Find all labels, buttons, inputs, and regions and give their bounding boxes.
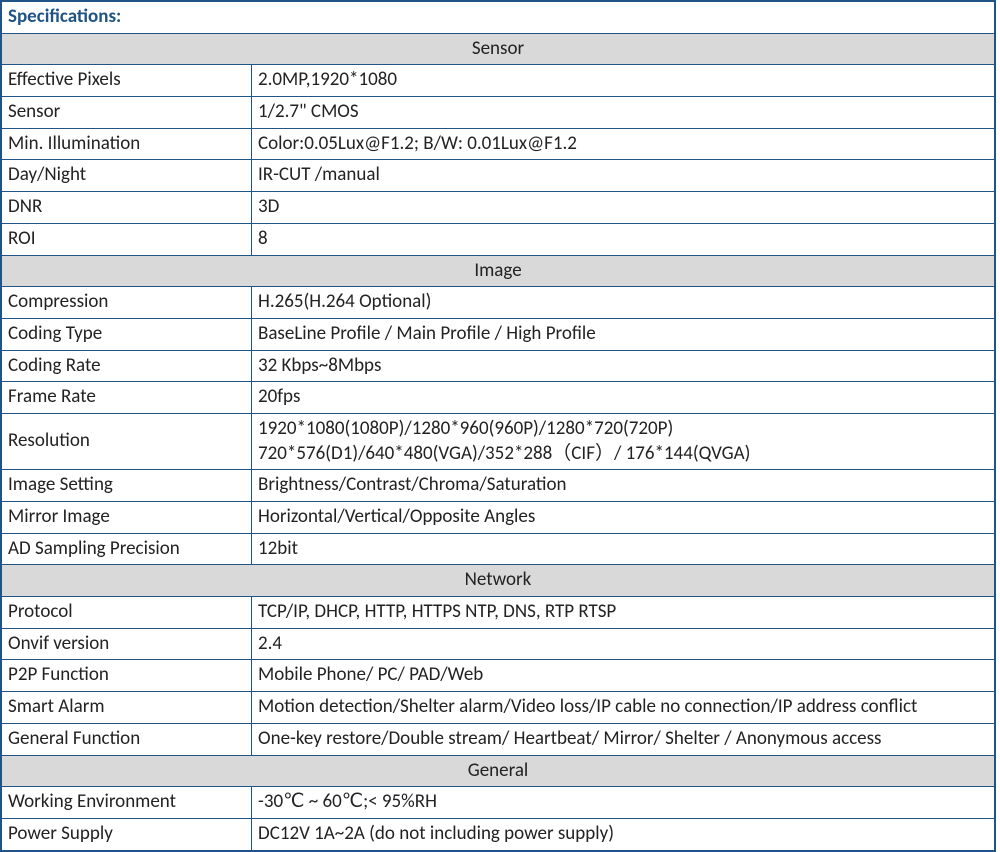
spec-label: Compression	[2, 287, 252, 319]
spec-value: -30℃ ~ 60℃;< 95%RH	[252, 787, 995, 819]
spec-value: 8	[252, 223, 995, 255]
spec-row: Coding TypeBaseLine Profile / Main Profi…	[2, 318, 995, 350]
spec-value: 2.0MP,1920*1080	[252, 65, 995, 97]
spec-row: Power SupplyDC12V 1A~2A (do not includin…	[2, 818, 995, 850]
spec-label: Working Environment	[2, 787, 252, 819]
spec-label: P2P Function	[2, 660, 252, 692]
spec-row: Image SettingBrightness/Contrast/Chroma/…	[2, 470, 995, 502]
section-header-row: Network	[2, 565, 995, 597]
spec-row: Smart AlarmMotion detection/Shelter alar…	[2, 692, 995, 724]
spec-value: One-key restore/Double stream/ Heartbeat…	[252, 723, 995, 755]
spec-label: Coding Rate	[2, 350, 252, 382]
spec-row: Day/NightIR-CUT /manual	[2, 160, 995, 192]
table-title-row: Specifications:	[2, 2, 995, 34]
spec-value: 1920*1080(1080P)/1280*960(960P)/1280*720…	[252, 413, 995, 469]
section-header: Network	[2, 565, 995, 597]
spec-value: DC12V 1A~2A (do not including power supp…	[252, 818, 995, 850]
spec-row: Working Environment-30℃ ~ 60℃;< 95%RH	[2, 787, 995, 819]
spec-label: AD Sampling Precision	[2, 533, 252, 565]
spec-label: Image Setting	[2, 470, 252, 502]
section-header: Image	[2, 255, 995, 287]
spec-value: Color:0.05Lux@F1.2; B/W: 0.01Lux@F1.2	[252, 128, 995, 160]
section-header: General	[2, 755, 995, 787]
spec-row: Min. IlluminationColor:0.05Lux@F1.2; B/W…	[2, 128, 995, 160]
spec-value: Motion detection/Shelter alarm/Video los…	[252, 692, 995, 724]
section-header-row: General	[2, 755, 995, 787]
spec-value: H.265(H.264 Optional)	[252, 287, 995, 319]
spec-row: General FunctionOne-key restore/Double s…	[2, 723, 995, 755]
spec-value: 32 Kbps~8Mbps	[252, 350, 995, 382]
spec-value: 3D	[252, 192, 995, 224]
spec-row: Sensor1/2.7" CMOS	[2, 97, 995, 129]
spec-row: Mirror ImageHorizontal/Vertical/Opposite…	[2, 502, 995, 534]
table-title: Specifications:	[2, 2, 995, 34]
spec-value: IR-CUT /manual	[252, 160, 995, 192]
spec-value: 1/2.7" CMOS	[252, 97, 995, 129]
spec-row: CompressionH.265(H.264 Optional)	[2, 287, 995, 319]
spec-row: P2P FunctionMobile Phone/ PC/ PAD/Web	[2, 660, 995, 692]
spec-table: Specifications:SensorEffective Pixels2.0…	[1, 1, 995, 851]
spec-label: ROI	[2, 223, 252, 255]
spec-label: Min. Illumination	[2, 128, 252, 160]
spec-value: BaseLine Profile / Main Profile / High P…	[252, 318, 995, 350]
spec-row: Resolution1920*1080(1080P)/1280*960(960P…	[2, 413, 995, 469]
spec-row: Frame Rate20fps	[2, 382, 995, 414]
spec-value: TCP/IP, DHCP, HTTP, HTTPS NTP, DNS, RTP …	[252, 597, 995, 629]
section-header: Sensor	[2, 33, 995, 65]
spec-value: 2.4	[252, 628, 995, 660]
spec-label: Coding Type	[2, 318, 252, 350]
spec-label: Onvif version	[2, 628, 252, 660]
spec-value: 12bit	[252, 533, 995, 565]
spec-row: ProtocolTCP/IP, DHCP, HTTP, HTTPS NTP, D…	[2, 597, 995, 629]
spec-label: General Function	[2, 723, 252, 755]
spec-label: Mirror Image	[2, 502, 252, 534]
section-header-row: Image	[2, 255, 995, 287]
spec-row: DNR3D	[2, 192, 995, 224]
spec-label: Sensor	[2, 97, 252, 129]
spec-label: Day/Night	[2, 160, 252, 192]
spec-value: Mobile Phone/ PC/ PAD/Web	[252, 660, 995, 692]
spec-label: Effective Pixels	[2, 65, 252, 97]
spec-row: Onvif version2.4	[2, 628, 995, 660]
spec-value: Horizontal/Vertical/Opposite Angles	[252, 502, 995, 534]
spec-table-container: Specifications:SensorEffective Pixels2.0…	[0, 0, 996, 852]
spec-row: Coding Rate32 Kbps~8Mbps	[2, 350, 995, 382]
spec-row: Effective Pixels2.0MP,1920*1080	[2, 65, 995, 97]
spec-value: 20fps	[252, 382, 995, 414]
spec-label: DNR	[2, 192, 252, 224]
spec-label: Frame Rate	[2, 382, 252, 414]
spec-label: Protocol	[2, 597, 252, 629]
spec-row: ROI8	[2, 223, 995, 255]
spec-label: Smart Alarm	[2, 692, 252, 724]
section-header-row: Sensor	[2, 33, 995, 65]
spec-row: AD Sampling Precision12bit	[2, 533, 995, 565]
spec-value: Brightness/Contrast/Chroma/Saturation	[252, 470, 995, 502]
spec-label: Power Supply	[2, 818, 252, 850]
spec-label: Resolution	[2, 413, 252, 469]
